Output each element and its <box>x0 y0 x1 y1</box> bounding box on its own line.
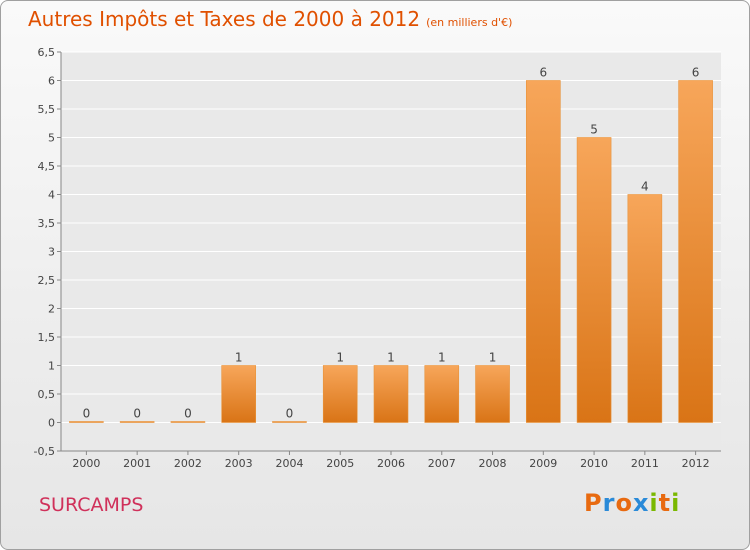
bar-value-label: 1 <box>489 351 497 365</box>
bar-value-label: 1 <box>235 351 243 365</box>
bar <box>373 365 409 423</box>
y-tick-label: 0,5 <box>38 388 56 401</box>
title-text: Autres Impôts et Taxes de 2000 à 2012 <box>28 7 421 31</box>
commune-name: SURCAMPS <box>39 494 144 516</box>
unit-text: (en milliers d'€) <box>426 16 513 29</box>
y-tick-label: 5 <box>48 132 55 145</box>
bar <box>221 365 256 423</box>
y-tick-label: 2,5 <box>38 274 56 287</box>
y-tick-label: 3,5 <box>38 217 56 230</box>
chart-title: Autres Impôts et Taxes de 2000 à 2012 (en… <box>28 7 512 31</box>
bar-value-label: 0 <box>83 407 91 421</box>
y-tick-label: 4,5 <box>38 160 56 173</box>
y-tick-label: 5,5 <box>38 103 56 116</box>
y-tick-label: 6 <box>48 75 55 88</box>
y-tick-label: 3 <box>48 246 55 259</box>
bar <box>576 137 612 423</box>
bar <box>170 421 206 423</box>
bar-value-label: 6 <box>539 66 547 80</box>
x-tick-label: 2011 <box>631 457 659 470</box>
x-tick-label: 2010 <box>580 457 608 470</box>
y-tick-label: 1,5 <box>38 331 56 344</box>
y-tick-label: -0,5 <box>34 445 55 458</box>
y-tick-label: 0 <box>48 417 55 430</box>
bar-value-label: 5 <box>590 123 598 137</box>
x-tick-label: 2006 <box>377 457 405 470</box>
bar <box>627 194 663 423</box>
y-tick-label: 4 <box>48 189 55 202</box>
bar <box>322 365 358 423</box>
x-tick-label: 2008 <box>479 457 507 470</box>
x-tick-label: 2002 <box>174 457 202 470</box>
bar-value-label: 4 <box>641 180 649 194</box>
proxiti-logo: Proxiti <box>584 489 681 517</box>
bar <box>272 421 307 423</box>
x-tick-label: 2005 <box>326 457 354 470</box>
bar-value-label: 1 <box>336 351 344 365</box>
x-tick-label: 2000 <box>72 457 100 470</box>
y-tick-label: 2 <box>48 303 55 316</box>
x-tick-label: 2012 <box>682 457 710 470</box>
bar <box>119 421 155 423</box>
bar <box>526 80 561 423</box>
bar-value-label: 1 <box>438 351 446 365</box>
bar-value-label: 0 <box>184 407 192 421</box>
y-tick-label: 1 <box>48 360 55 373</box>
bar-value-label: 0 <box>286 407 294 421</box>
bar <box>69 421 104 423</box>
bar <box>678 80 713 423</box>
bar-value-label: 6 <box>692 66 700 80</box>
x-tick-label: 2009 <box>529 457 557 470</box>
bar-value-label: 0 <box>133 407 141 421</box>
bar <box>424 365 460 423</box>
bar <box>475 365 510 423</box>
x-tick-label: 2001 <box>123 457 151 470</box>
x-tick-label: 2004 <box>275 457 303 470</box>
x-tick-label: 2007 <box>428 457 456 470</box>
x-tick-label: 2003 <box>225 457 253 470</box>
y-tick-label: 6,5 <box>38 46 56 59</box>
bar-value-label: 1 <box>387 351 395 365</box>
